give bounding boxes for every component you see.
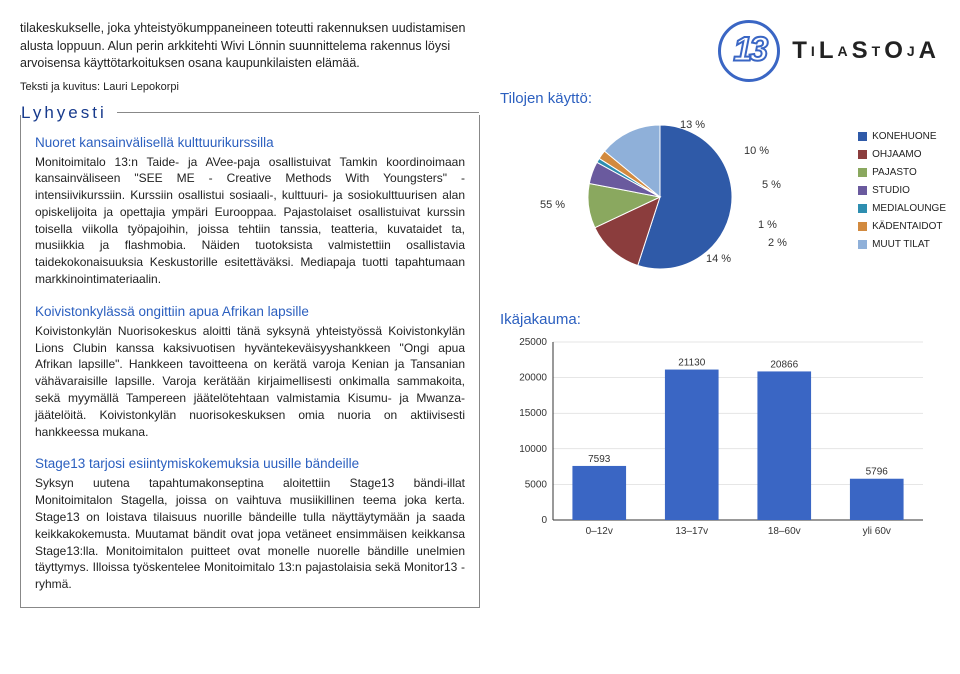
pie-slice-label: 5 % xyxy=(762,179,781,191)
svg-text:18–60v: 18–60v xyxy=(768,526,801,537)
svg-text:5000: 5000 xyxy=(525,479,548,490)
credit-line: Teksti ja kuvitus: Lauri Lepokorpi xyxy=(20,81,480,93)
section-body: Koivistonkylän Nuorisokeskus aloitti tän… xyxy=(35,323,465,441)
legend-item: OHJAAMO xyxy=(858,149,946,160)
header-right: 13 TILASTOJA xyxy=(500,20,940,82)
pie-slice-label: 2 % xyxy=(768,237,787,249)
legend-item: STUDIO xyxy=(858,185,946,196)
legend-item: PAJASTO xyxy=(858,167,946,178)
legend-item: MEDIALOUNGE xyxy=(858,203,946,214)
svg-text:25000: 25000 xyxy=(519,337,547,348)
bar-svg: 0 5000 10000 15000 20000 25000 7593 0–12v 21130 1… xyxy=(500,334,940,544)
pie-slice-label: 1 % xyxy=(758,219,777,231)
legend-item: MUUT TILAT xyxy=(858,239,946,250)
pie-slice-label: 13 % xyxy=(680,119,705,131)
section-heading: Koivistonkylässä ongittiin apua Afrikan … xyxy=(35,304,465,319)
intro-paragraph: tilakeskukselle, joka yhteistyökumppanei… xyxy=(20,20,480,73)
pie-chart: 55 %13 %10 %5 %1 %2 %14 % KONEHUONEOHJAA… xyxy=(500,113,940,303)
svg-text:21130: 21130 xyxy=(678,358,706,369)
pie-slice-label: 55 % xyxy=(540,199,565,211)
pie-legend: KONEHUONE OHJAAMO PAJASTO STUDIO MEDIALOUNGE… xyxy=(858,131,946,257)
svg-text:yli 60v: yli 60v xyxy=(863,526,891,537)
section-1: Nuoret kansainvälisellä kulttuurikurssil… xyxy=(35,135,465,288)
svg-text:13–17v: 13–17v xyxy=(675,526,708,537)
lyhyesti-title: Lyhyesti xyxy=(21,103,117,123)
svg-text:20000: 20000 xyxy=(519,373,547,384)
pie-slice-label: 10 % xyxy=(744,145,769,157)
section-heading: Nuoret kansainvälisellä kulttuurikurssil… xyxy=(35,135,465,150)
svg-text:7593: 7593 xyxy=(588,454,611,465)
svg-text:10000: 10000 xyxy=(519,444,547,455)
section-body: Syksyn uutena tapahtumakonseptina aloite… xyxy=(35,475,465,593)
section-2: Koivistonkylässä ongittiin apua Afrikan … xyxy=(35,304,465,441)
bar-title: Ikäjakauma: xyxy=(500,311,940,328)
tilastoja-word: TILASTOJA xyxy=(792,37,940,65)
bar-chart: 0 5000 10000 15000 20000 25000 7593 0–12v 21130 1… xyxy=(500,334,940,544)
svg-text:20866: 20866 xyxy=(770,359,798,370)
legend-item: KONEHUONE xyxy=(858,131,946,142)
section-body: Monitoimitalo 13:n Taide- ja AVee-paja o… xyxy=(35,154,465,288)
stamp-13: 13 xyxy=(718,20,780,82)
svg-text:0: 0 xyxy=(541,515,547,526)
legend-item: KÄDENTAIDOT xyxy=(858,221,946,232)
svg-text:0–12v: 0–12v xyxy=(586,526,613,537)
svg-text:5796: 5796 xyxy=(866,467,889,478)
pie-slice-label: 14 % xyxy=(706,253,731,265)
svg-text:15000: 15000 xyxy=(519,408,547,419)
section-3: Stage13 tarjosi esiintymiskokemuksia uus… xyxy=(35,456,465,593)
pie-title: Tilojen käyttö: xyxy=(500,90,940,107)
lyhyesti-box: Lyhyesti Nuoret kansainvälisellä kulttuu… xyxy=(20,115,480,609)
section-heading: Stage13 tarjosi esiintymiskokemuksia uus… xyxy=(35,456,465,471)
